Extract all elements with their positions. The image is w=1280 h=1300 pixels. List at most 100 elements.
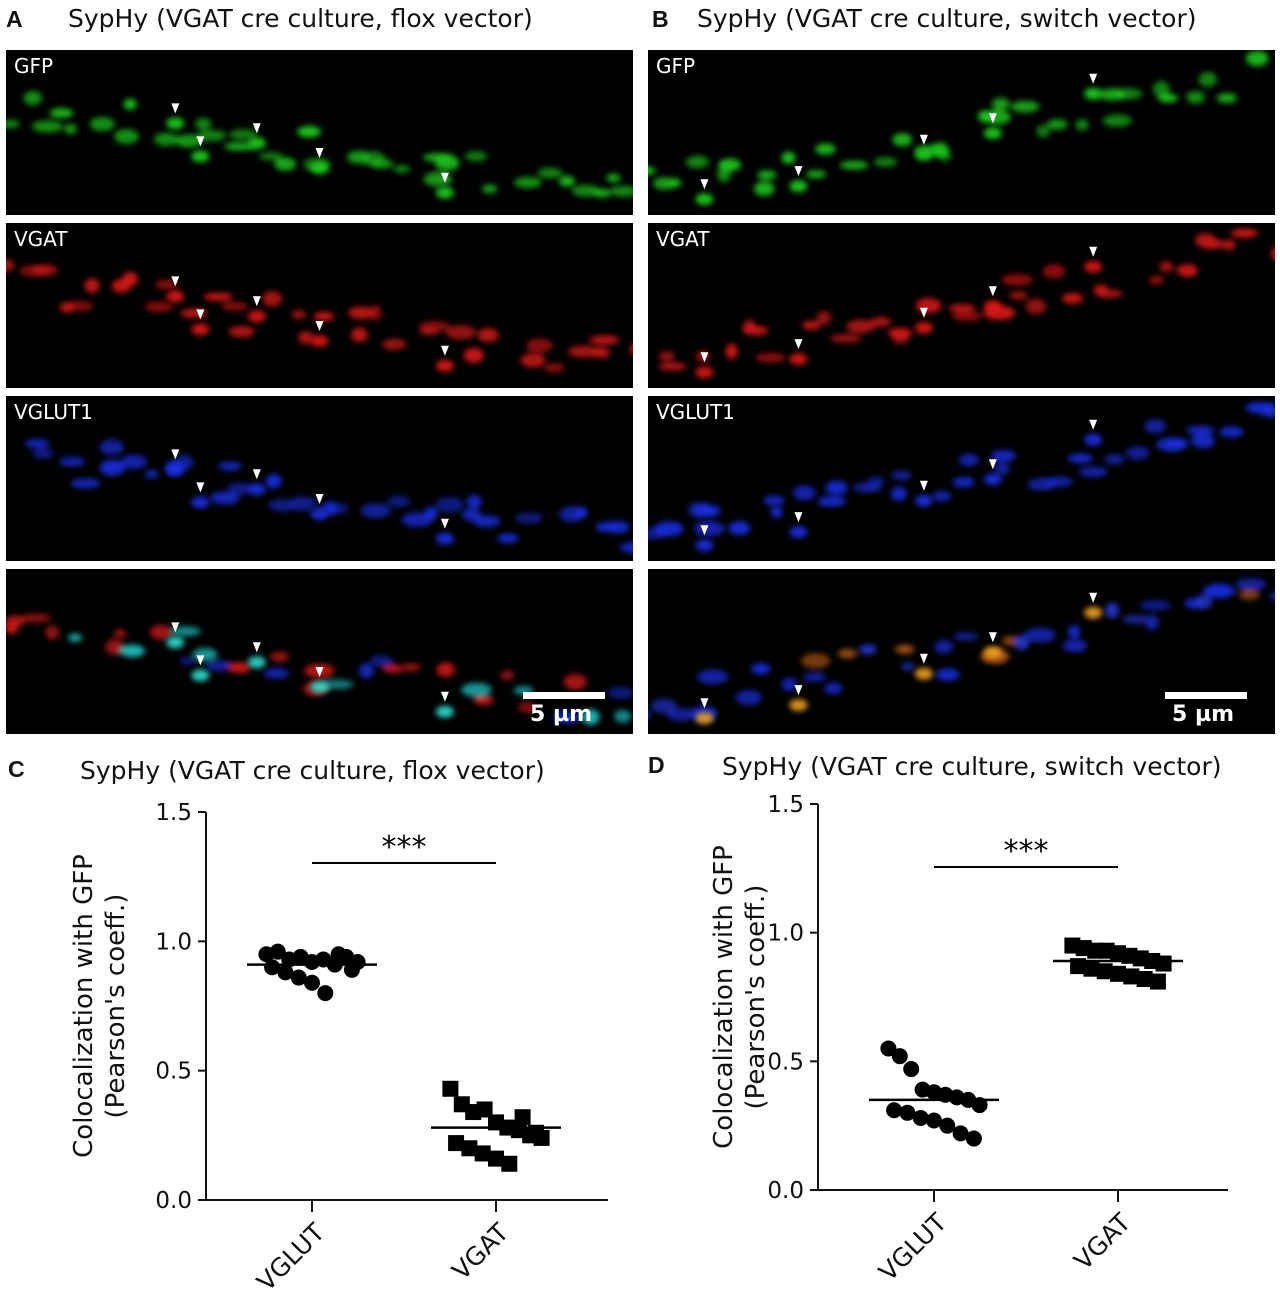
micrograph-image [648, 578, 1275, 725]
panel-b-title: SypHy (VGAT cre culture, switch vector) [697, 4, 1197, 33]
y-tick-label: 1.5 [767, 792, 804, 818]
arrowhead-icon [919, 307, 928, 318]
data-point [926, 1112, 942, 1129]
arrowhead-icon [988, 459, 997, 470]
arrowhead-icon [919, 134, 928, 145]
arrowhead-icon [794, 166, 803, 177]
y-tick-label: 1.5 [155, 800, 192, 826]
arrowhead-icon [315, 147, 324, 158]
arrowhead-icon [440, 518, 449, 529]
panel-d-title: SypHy (VGAT cre culture, switch vector) [722, 752, 1222, 781]
data-point [1110, 965, 1126, 982]
arrowhead-icon [171, 449, 180, 460]
data-point [277, 964, 294, 981]
data-point [880, 1040, 897, 1057]
data-point [952, 1125, 969, 1142]
micrograph-image [24, 439, 633, 554]
scale-bar [1165, 692, 1247, 699]
micrograph-image [6, 258, 633, 373]
arrowhead-icon [196, 136, 205, 147]
data-point [461, 1140, 478, 1157]
panel-letter-c: C [8, 756, 25, 782]
micrograph-image [648, 50, 1269, 206]
arrowhead-icon [700, 698, 709, 709]
micrograph-image [6, 90, 633, 199]
micrograph-vgat: VGAT [6, 223, 633, 388]
channel-label: VGAT [14, 227, 68, 251]
arrowhead-icon [315, 320, 324, 331]
chart-c: 0.0 0.5 1.0 1.5 Colocalization with GFP (Pear… [69, 800, 608, 1297]
arrowhead-icon [171, 622, 180, 633]
data-point [448, 1135, 465, 1152]
data-point [330, 946, 347, 963]
micrograph-vglut1: VGLUT1 [6, 396, 633, 561]
arrowhead-icon [440, 345, 449, 356]
arrowhead-icon [196, 482, 205, 493]
scale-bar-label: 5 µm [1172, 702, 1235, 727]
arrowhead-icon [440, 691, 449, 702]
arrowhead-icon [1089, 592, 1098, 603]
data-point [442, 1080, 459, 1097]
arrowhead-icon [1089, 419, 1098, 430]
arrowhead-icon [171, 103, 180, 114]
channel-label: GFP [14, 54, 54, 78]
data-point [965, 1130, 982, 1147]
data-point [317, 985, 334, 1002]
arrowhead-icon [919, 653, 928, 664]
micrograph-image [658, 228, 1275, 379]
data-point [304, 974, 320, 991]
panel-letter-a: A [6, 6, 23, 32]
y-tick-label: 0.5 [767, 1049, 804, 1075]
arrowhead-icon [988, 113, 997, 124]
micrograph-gfp: GFP [648, 50, 1275, 215]
data-point [899, 1104, 916, 1121]
x-tick-label: VGAT [446, 1217, 514, 1285]
arrowhead-icon [252, 469, 261, 480]
arrowhead-icon [794, 339, 803, 350]
channel-label: VGAT [656, 227, 710, 251]
data-point [1136, 970, 1153, 987]
data-point [501, 1155, 518, 1172]
data-point [1149, 973, 1166, 990]
x-tick-label: VGLUT [251, 1217, 331, 1297]
scale-bar [523, 692, 605, 699]
data-point [891, 1048, 908, 1065]
data-point [912, 1109, 929, 1126]
arrowhead-icon [700, 179, 709, 190]
micrograph-image [6, 613, 633, 725]
arrowhead-icon [171, 276, 180, 287]
y-tick-label: 1.0 [155, 929, 192, 955]
arrowhead-icon [1089, 73, 1098, 84]
y-axis-label: Colocalization with GFP [69, 854, 99, 1158]
y-axis-label: (Pearson's coeff.) [741, 885, 771, 1110]
data-point [1083, 960, 1100, 977]
data-point [939, 1117, 956, 1134]
data-point [290, 969, 307, 986]
arrowhead-icon [315, 493, 324, 504]
arrowhead-icon [700, 352, 709, 363]
arrowhead-icon [700, 525, 709, 536]
panel-c-title: SypHy (VGAT cre culture, flox vector) [80, 756, 545, 785]
y-axis-label: (Pearson's coeff.) [101, 894, 131, 1119]
micrograph-image [648, 402, 1275, 552]
significance-label: *** [382, 830, 427, 865]
arrowhead-icon [988, 286, 997, 297]
y-tick-label: 1.0 [767, 921, 804, 947]
data-point [488, 1150, 504, 1167]
significance-label: *** [1004, 834, 1049, 869]
micrograph-vgat: VGAT [648, 223, 1275, 388]
y-tick-label: 0.0 [155, 1188, 192, 1214]
y-axis-label: Colocalization with GFP [709, 845, 739, 1149]
data-point [1096, 963, 1113, 980]
data-point [474, 1145, 491, 1162]
data-point [514, 1109, 531, 1126]
channel-label: GFP [656, 54, 696, 78]
data-point [903, 1061, 920, 1078]
arrowhead-icon [315, 666, 324, 677]
data-point [264, 959, 281, 976]
arrowhead-icon [196, 309, 205, 320]
y-tick-label: 0.5 [155, 1059, 192, 1085]
x-tick-label: VGLUT [873, 1207, 953, 1287]
arrowhead-icon [252, 642, 261, 653]
micrograph-merge: 5 µm [6, 569, 633, 734]
